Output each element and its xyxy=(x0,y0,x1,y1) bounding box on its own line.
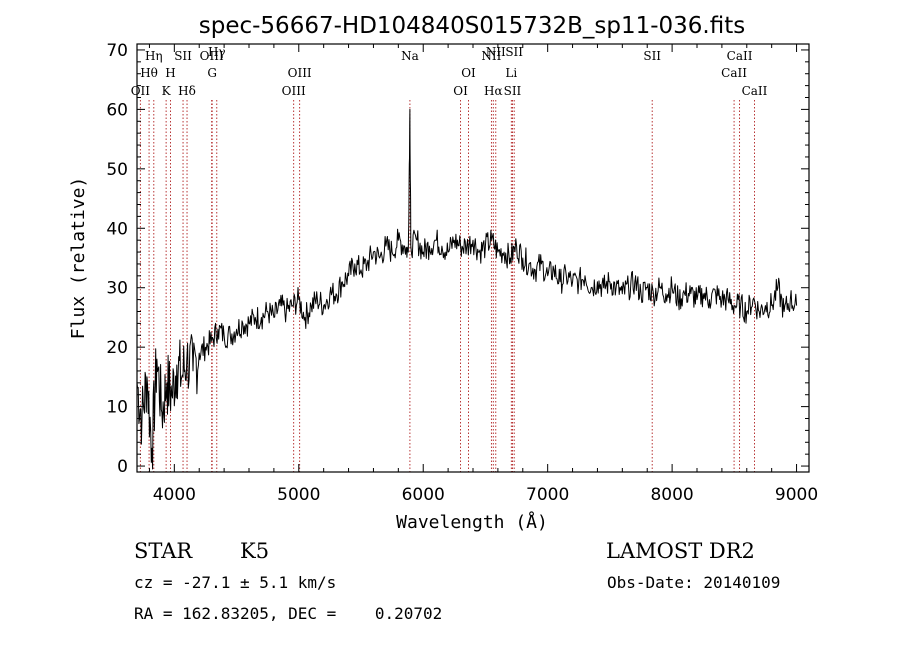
spectral-line-label-3: K xyxy=(162,84,172,98)
y-tick-label-3: 30 xyxy=(106,279,128,299)
spectral-line-label-2: Hη xyxy=(145,49,163,63)
plot-frame xyxy=(136,43,810,473)
spectral-line-label-5: SII xyxy=(174,49,192,63)
spectral-line-label-23: CaII xyxy=(727,49,753,63)
spectral-line-label-12: Na xyxy=(401,49,419,63)
y-tick-label-0: 0 xyxy=(117,457,128,477)
y-tick-label-1: 10 xyxy=(106,398,128,418)
x-tick-label-0: 4000 xyxy=(153,485,196,505)
y-tick-label-2: 20 xyxy=(106,338,128,358)
y-tick-label-7: 70 xyxy=(106,41,128,61)
spectral-line-label-15: NII xyxy=(481,49,501,63)
object-class: STAR xyxy=(134,539,193,563)
observation-date: Obs-Date: 20140109 xyxy=(607,573,780,592)
spectral-line-label-7: OIII xyxy=(200,49,224,63)
spectral-line-label-0: OII xyxy=(131,84,151,98)
y-tick-label-4: 40 xyxy=(106,219,128,239)
coordinates: RA = 162.83205, DEC = 0.20702 xyxy=(134,604,442,623)
spectral-line-label-13: OI xyxy=(453,84,468,98)
spectral-line-label-4: H xyxy=(165,66,175,80)
spectral-line-label-22: CaII xyxy=(721,66,747,80)
spectrum-series xyxy=(136,108,798,470)
plot-axes: 4000 5000 6000 7000 8000 9000 0 10 20 30 40 50 60 70 xyxy=(106,41,818,505)
x-tick-label-3: 7000 xyxy=(526,485,569,505)
y-tick-label-5: 50 xyxy=(106,160,128,180)
x-tick-label-4: 8000 xyxy=(650,485,693,505)
spectral-line-label-11: OIII xyxy=(288,66,312,80)
spectral-line-label-1: Hθ xyxy=(140,66,158,80)
spectral-line-label-14: OI xyxy=(461,66,476,80)
spectral-line-label-9: Hγ xyxy=(208,45,226,59)
spectral-line-label-24: CaII xyxy=(742,84,768,98)
redshift-value: cz = -27.1 ± 5.1 km/s xyxy=(134,573,336,592)
survey-name: LAMOST DR2 xyxy=(606,539,755,563)
spectral-line-label-21: SII xyxy=(643,49,661,63)
y-axis-label: Flux (relative) xyxy=(68,177,89,340)
chart-title: spec-56667-HD104840S015732B_sp11-036.fit… xyxy=(199,13,745,39)
spectral-line-label-6: Hδ xyxy=(178,84,196,98)
x-tick-label-1: 5000 xyxy=(277,485,320,505)
object-subclass: K5 xyxy=(240,539,269,563)
spectral-line-label-16: Hα xyxy=(484,84,503,98)
spectral-line-label-19: SII xyxy=(504,84,522,98)
y-tick-label-6: 60 xyxy=(106,100,128,120)
spectral-line-label-10: OIII xyxy=(282,84,306,98)
spectral-line-label-20: SII xyxy=(505,45,523,59)
spectral-line-label-17: NII xyxy=(486,45,506,59)
x-tick-label-5: 9000 xyxy=(775,485,818,505)
spectral-line-label-8: G xyxy=(207,66,217,80)
spectral-line-label-18: Li xyxy=(505,66,517,80)
spectral-line-markers: OIIHθHηKHSIIHδOIIIGHγOIIIOIIINaOIOINIIHα… xyxy=(131,45,768,472)
x-tick-label-2: 6000 xyxy=(402,485,445,505)
spectrum-line-0 xyxy=(136,108,798,470)
x-axis-label: Wavelength (Å) xyxy=(396,511,548,533)
